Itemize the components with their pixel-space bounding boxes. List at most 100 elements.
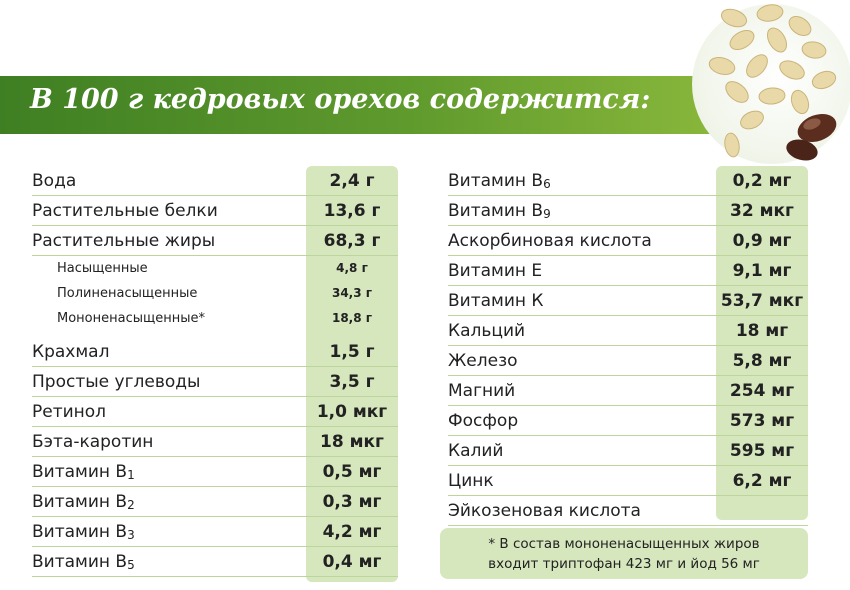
nutrient-value: 9,1 мг: [732, 261, 792, 281]
nutrient-name: Аскорбиновая кислота: [448, 231, 652, 251]
table-row: Растительные жиры 68,3 г: [32, 226, 398, 256]
nutrient-label: Витамин В9: [448, 196, 551, 225]
nutrient-label: Витамин В3: [32, 517, 135, 546]
right-nutrient-table: Витамин В6 0,2 мг Витамин В9 32 мкг Аскорбин…: [448, 166, 808, 526]
nutrient-label: Полиненасыщенные: [57, 281, 197, 306]
table-row: Простые углеводы 3,5 г: [32, 367, 398, 397]
row-divider: [32, 546, 398, 547]
nutrient-label: Вода: [32, 166, 76, 195]
nutrient-value: 32 мкг: [730, 201, 794, 221]
nutrient-name: Ретинол: [32, 402, 107, 422]
nutrient-value: 13,6 г: [323, 201, 381, 221]
table-row: Железо 5,8 мг: [448, 346, 808, 376]
nutrient-value: 34,3 г: [331, 286, 373, 300]
nutrient-value: 0,5 мг: [322, 462, 382, 482]
nutrient-value: 2,4 г: [329, 171, 375, 191]
vitamin-index: 9: [543, 207, 551, 221]
row-divider: [448, 465, 808, 466]
table-row: Фосфор 573 мг: [448, 406, 808, 436]
footnote-line-1: * В состав мононенасыщенных жиров: [488, 536, 760, 552]
row-divider: [448, 195, 808, 196]
nutrient-name: Кальций: [448, 321, 526, 341]
nutrient-value: 0,4 мг: [322, 552, 382, 572]
nutrient-name: Магний: [448, 381, 516, 401]
row-divider: [32, 225, 398, 226]
row-divider: [448, 495, 808, 496]
nutrient-label: Витамин К: [448, 286, 544, 315]
row-divider: [448, 375, 808, 376]
nutrient-name: Насыщенные: [57, 261, 148, 276]
nutrient-name: Цинк: [448, 471, 494, 491]
nutrient-label: Фосфор: [448, 406, 518, 435]
nutrient-name: Растительные белки: [32, 201, 218, 221]
nutrient-name: Витамин В: [32, 492, 128, 512]
vitamin-index: 3: [127, 528, 135, 542]
nutrient-name: Витамин Е: [448, 261, 543, 281]
table-row: Эйкозеновая кислота: [448, 496, 808, 526]
row-divider: [448, 405, 808, 406]
table-row: Мононенасыщенные* 18,8 г: [32, 306, 398, 331]
nutrient-name: Витамин В: [448, 171, 544, 191]
nutrient-value: 6,2 мг: [732, 471, 792, 491]
table-row: Кальций 18 мг: [448, 316, 808, 346]
row-divider: [448, 435, 808, 436]
nutrient-label: Витамин В1: [32, 457, 135, 486]
table-row: Витамин Е 9,1 мг: [448, 256, 808, 286]
header-banner: В 100 г кедровых орехов содержится:: [0, 76, 740, 134]
nutrient-label: Витамин Е: [448, 256, 542, 285]
nutrient-label: Простые углеводы: [32, 367, 200, 396]
row-divider: [32, 396, 398, 397]
row-divider: [32, 486, 398, 487]
vitamin-index: 2: [127, 498, 135, 512]
nutrient-label: Витамин В6: [448, 166, 551, 195]
nutrient-name: Простые углеводы: [32, 372, 201, 392]
table-row: Калий 595 мг: [448, 436, 808, 466]
nutrient-name: Железо: [448, 351, 518, 371]
table-row: Растительные белки 13,6 г: [32, 196, 398, 226]
nutrient-name: Витамин В: [32, 552, 128, 572]
nutrient-name: Витамин В: [448, 201, 544, 221]
nutrient-label: Аскорбиновая кислота: [448, 226, 652, 255]
nutrient-label: Железо: [448, 346, 518, 375]
page-title: В 100 г кедровых орехов содержится:: [30, 84, 651, 115]
table-row: Ретинол 1,0 мкг: [32, 397, 398, 427]
nutrient-label: Калий: [448, 436, 503, 465]
nutrient-label: Насыщенные: [57, 256, 148, 281]
nutrient-label: Крахмал: [32, 337, 109, 366]
table-row: Аскорбиновая кислота 0,9 мг: [448, 226, 808, 256]
table-row: Витамин В6 0,2 мг: [448, 166, 808, 196]
nutrient-value: 0,2 мг: [732, 171, 792, 191]
vitamin-index: 1: [127, 468, 135, 482]
table-row: Крахмал 1,5 г: [32, 337, 398, 367]
nutrient-label: Ретинол: [32, 397, 106, 426]
nutrient-value: 595 мг: [729, 441, 795, 461]
nutrient-value: 18 мкг: [320, 432, 384, 452]
pine-nuts-image: [692, 4, 850, 164]
table-row: Полиненасыщенные 34,3 г: [32, 281, 398, 306]
nutrient-value: 254 мг: [729, 381, 795, 401]
nutrient-name: Фосфор: [448, 411, 519, 431]
table-row: Вода 2,4 г: [32, 166, 398, 196]
table-row: Витамин В1 0,5 мг: [32, 457, 398, 487]
row-divider: [32, 516, 398, 517]
footnote-line-2: входит триптофан 423 мг и йод 56 мг: [488, 556, 760, 572]
row-divider: [32, 576, 398, 577]
left-value-column: [306, 166, 398, 582]
table-row: Цинк 6,2 мг: [448, 466, 808, 496]
nutrient-name: Витамин К: [448, 291, 544, 311]
row-divider: [448, 225, 808, 226]
row-divider: [32, 366, 398, 367]
row-divider: [32, 456, 398, 457]
nutrient-name: Мононенасыщенные*: [57, 311, 206, 326]
table-row: Бэта-каротин 18 мкг: [32, 427, 398, 457]
nutrient-value: 18 мг: [735, 321, 789, 341]
nutrient-value: 0,9 мг: [732, 231, 792, 251]
nutrient-name: Бэта-каротин: [32, 432, 154, 452]
table-row: Витамин К 53,7 мкг: [448, 286, 808, 316]
nutrient-value: 573 мг: [729, 411, 795, 431]
table-row: Магний 254 мг: [448, 376, 808, 406]
nutrient-value: 1,5 г: [329, 342, 375, 362]
table-row: Витамин В5 0,4 мг: [32, 547, 398, 577]
row-divider: [448, 345, 808, 346]
nutrient-name: Полиненасыщенные: [57, 286, 198, 301]
